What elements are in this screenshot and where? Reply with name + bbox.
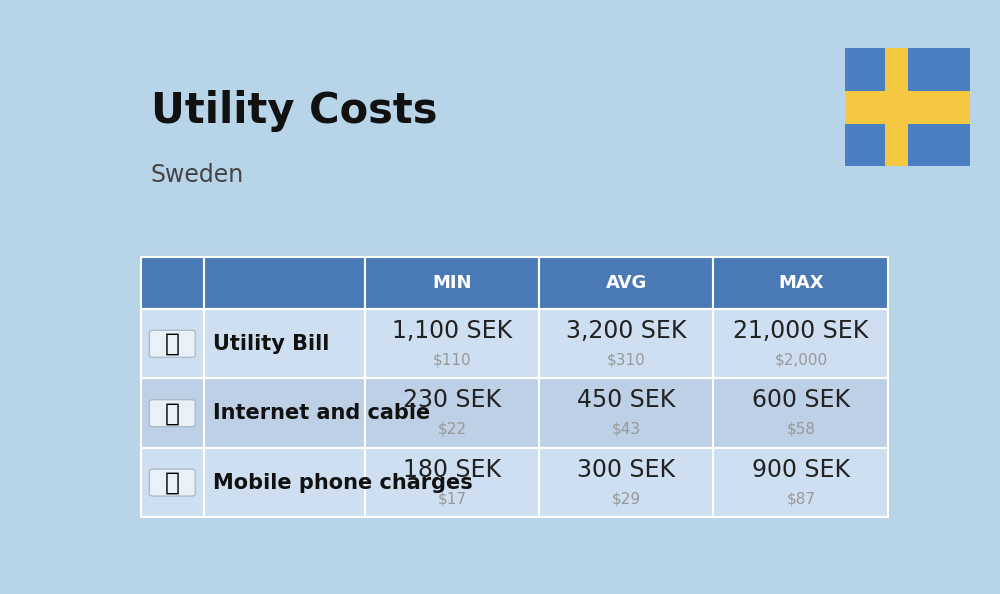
Text: $87: $87	[786, 491, 815, 506]
Text: MAX: MAX	[778, 274, 824, 292]
FancyBboxPatch shape	[149, 330, 195, 358]
Bar	[140, 378, 204, 448]
Bar	[365, 257, 539, 309]
Bar	[204, 448, 365, 517]
FancyBboxPatch shape	[149, 400, 195, 426]
Bar	[365, 448, 539, 517]
Bar	[140, 448, 204, 517]
Text: 600 SEK: 600 SEK	[752, 388, 850, 412]
Bar	[713, 257, 888, 309]
Text: 1,100 SEK: 1,100 SEK	[392, 319, 512, 343]
Bar	[539, 309, 713, 378]
Text: 900 SEK: 900 SEK	[752, 458, 850, 482]
Text: $310: $310	[607, 352, 646, 367]
Text: $17: $17	[437, 491, 466, 506]
Text: 🔧: 🔧	[165, 332, 180, 356]
Bar	[539, 257, 713, 309]
Text: 21,000 SEK: 21,000 SEK	[733, 319, 869, 343]
Text: 3,200 SEK: 3,200 SEK	[566, 319, 686, 343]
Bar	[885, 48, 908, 166]
Text: Mobile phone charges: Mobile phone charges	[213, 473, 473, 492]
Bar	[365, 309, 539, 378]
Text: 📱: 📱	[165, 470, 180, 495]
Bar	[140, 309, 204, 378]
Text: MIN: MIN	[432, 274, 472, 292]
Text: Utility Bill: Utility Bill	[213, 334, 330, 354]
FancyBboxPatch shape	[149, 469, 195, 496]
Text: $110: $110	[433, 352, 471, 367]
Bar	[713, 378, 888, 448]
Text: Sweden: Sweden	[151, 163, 244, 187]
Bar	[713, 309, 888, 378]
Bar	[539, 378, 713, 448]
Text: 180 SEK: 180 SEK	[403, 458, 501, 482]
Text: $58: $58	[786, 422, 815, 437]
Text: Utility Costs: Utility Costs	[151, 90, 437, 132]
Bar	[539, 448, 713, 517]
Text: Internet and cable: Internet and cable	[213, 403, 431, 423]
Text: 450 SEK: 450 SEK	[577, 388, 675, 412]
Text: $29: $29	[612, 491, 641, 506]
Bar	[140, 257, 204, 309]
Text: 📡: 📡	[165, 401, 180, 425]
Bar	[204, 378, 365, 448]
Bar	[204, 309, 365, 378]
Bar	[845, 91, 970, 124]
Text: $22: $22	[437, 422, 466, 437]
Text: AVG: AVG	[606, 274, 647, 292]
Bar	[713, 448, 888, 517]
Text: 230 SEK: 230 SEK	[403, 388, 501, 412]
Text: 300 SEK: 300 SEK	[577, 458, 675, 482]
Bar	[204, 257, 365, 309]
Bar	[365, 378, 539, 448]
Text: $43: $43	[612, 422, 641, 437]
Text: $2,000: $2,000	[774, 352, 827, 367]
